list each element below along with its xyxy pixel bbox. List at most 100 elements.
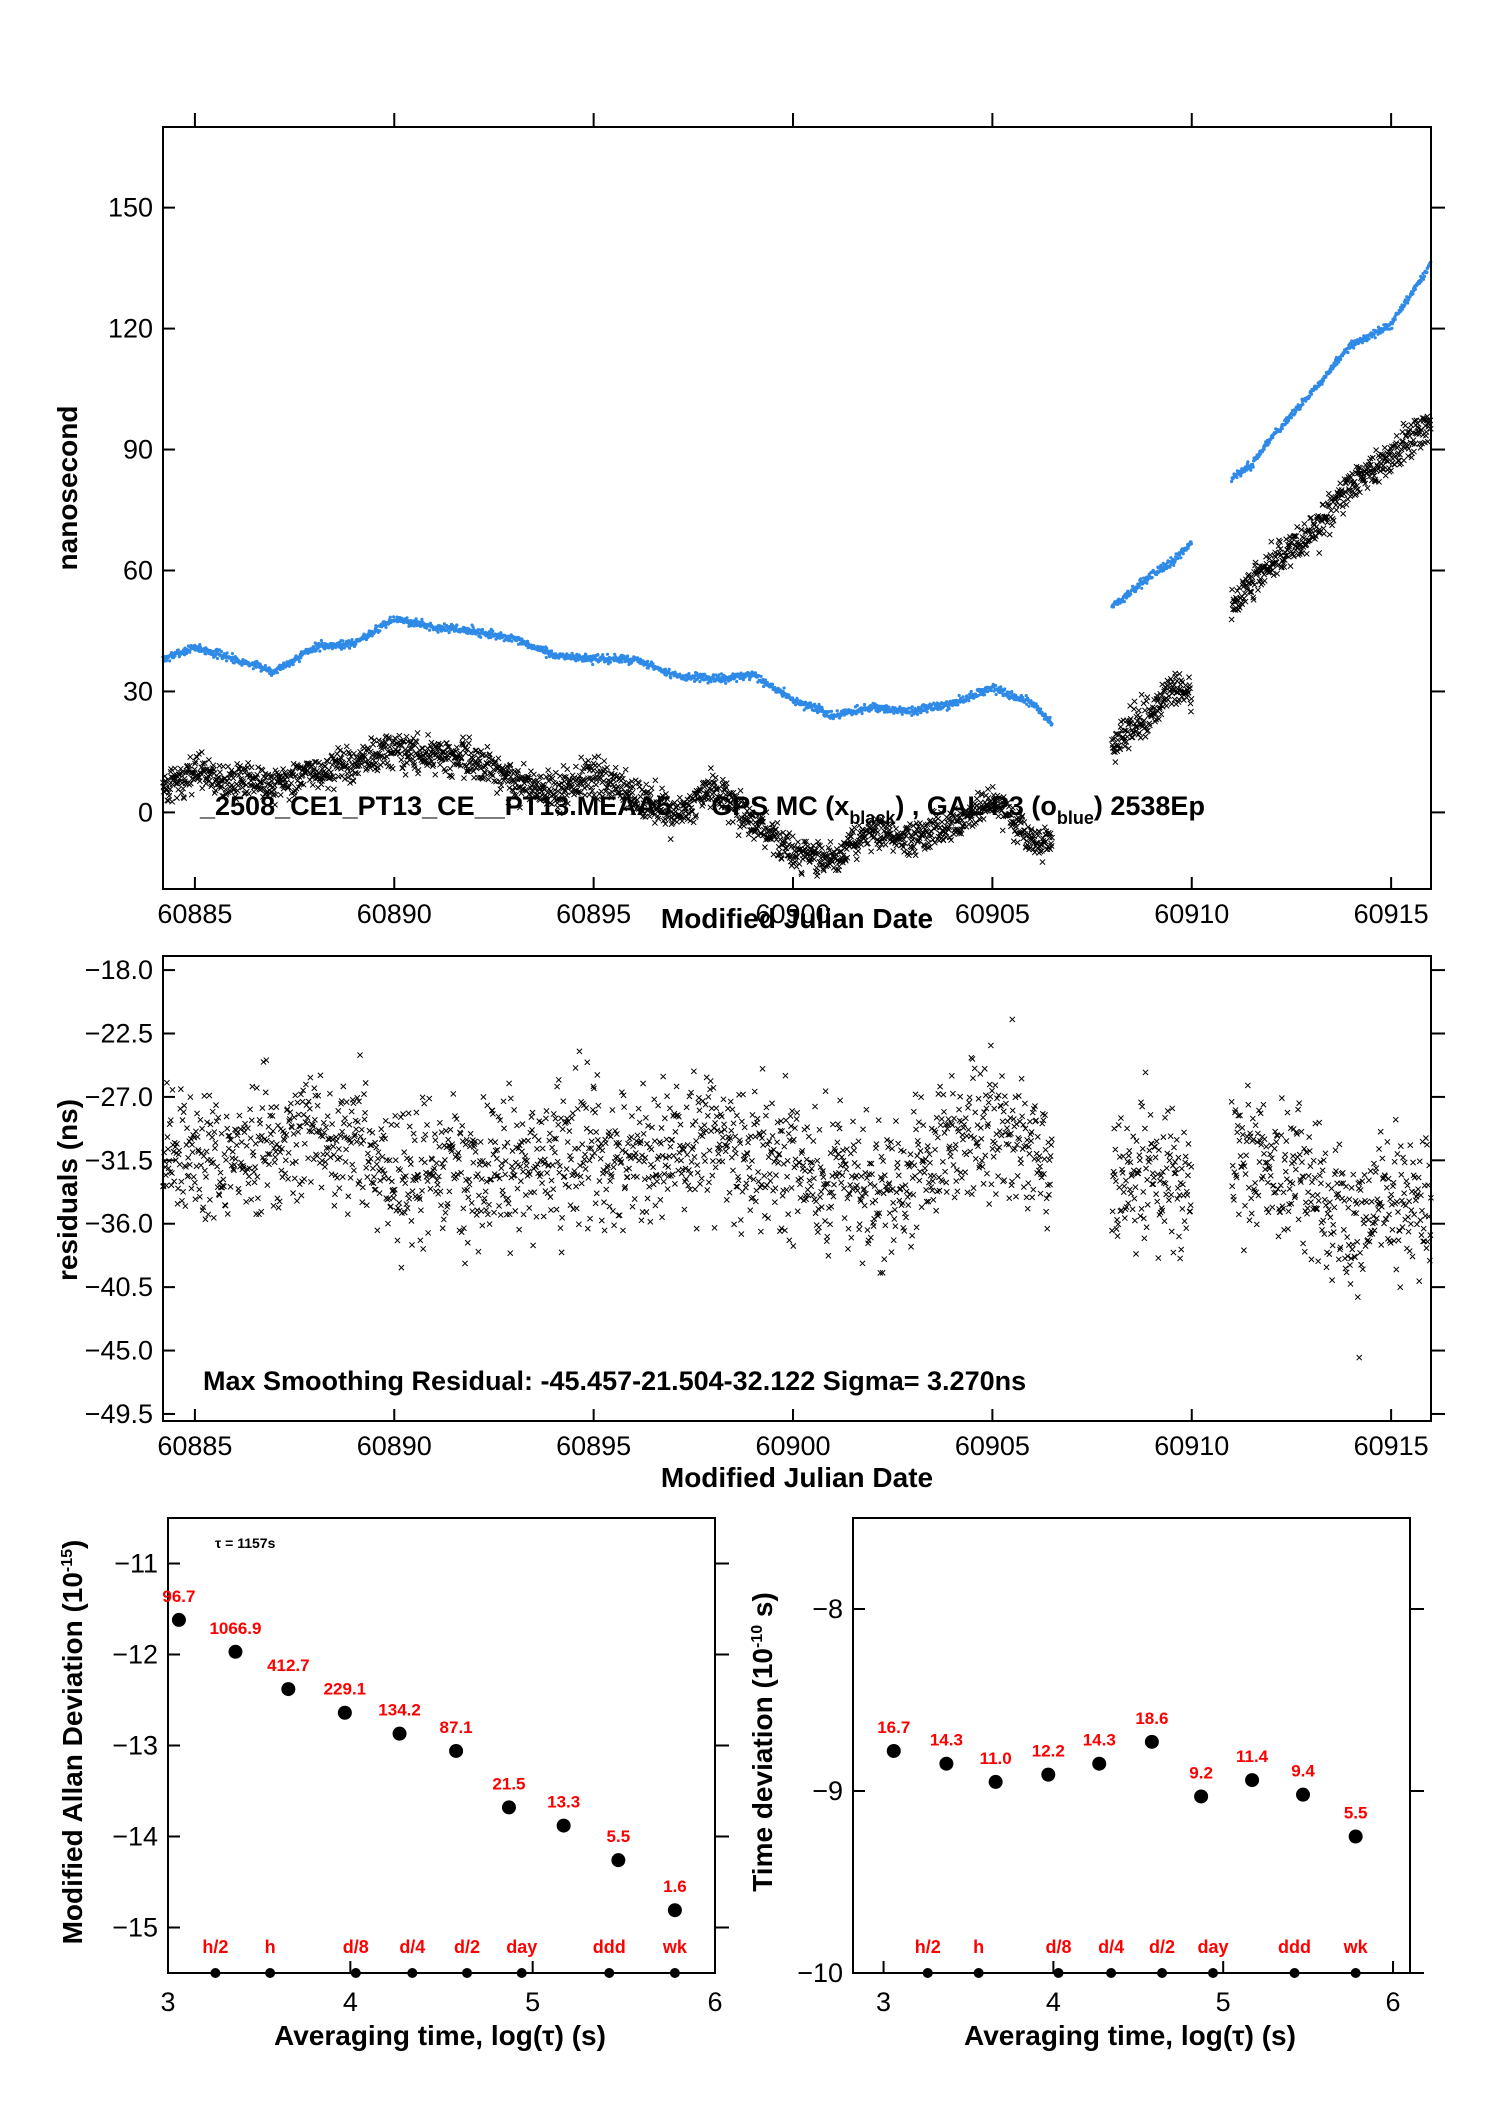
gps-point — [283, 779, 290, 786]
residual-point — [191, 1179, 198, 1186]
gal-point — [584, 653, 588, 657]
gps-point — [184, 762, 191, 769]
gps-point — [1234, 587, 1241, 594]
gal-point — [1411, 292, 1415, 296]
gal-point — [330, 647, 334, 651]
gps-point — [177, 765, 184, 772]
gal-point — [646, 659, 650, 663]
gps-point — [890, 848, 897, 854]
gal-point — [544, 655, 548, 660]
gal-point — [829, 709, 834, 713]
panel-residuals: 60885 60890 60895 60900 60905 60910 60915 −18.… — [52, 955, 1445, 1493]
gps-point — [235, 782, 242, 789]
gps-point — [188, 791, 195, 798]
gal-point — [541, 645, 545, 649]
gal-point — [427, 628, 432, 632]
gal-point — [1003, 687, 1007, 691]
gps-point — [212, 787, 219, 794]
gal-point — [636, 656, 640, 660]
gps-point — [259, 767, 266, 774]
gal-point — [613, 652, 617, 656]
residual-point — [179, 1197, 185, 1204]
gps-point — [572, 763, 579, 770]
y-tick-label: 120 — [108, 314, 153, 344]
gal-point — [455, 623, 459, 627]
gps-point — [712, 774, 719, 781]
gps-point — [1024, 841, 1031, 848]
gps-point — [585, 757, 592, 764]
gal-point — [719, 672, 724, 676]
gal-point — [219, 649, 223, 654]
gal-point — [1024, 694, 1028, 698]
gps-point — [344, 770, 351, 777]
residual-point — [189, 1149, 196, 1156]
gal-point — [1173, 559, 1177, 563]
gal-point — [934, 704, 938, 708]
gal-point — [254, 665, 258, 669]
residual-point — [164, 1134, 171, 1141]
gps-point — [234, 761, 241, 767]
gps-point — [619, 775, 626, 782]
gps-point — [813, 864, 820, 871]
gps-point — [882, 841, 889, 848]
gal-point — [1262, 447, 1266, 451]
gal-point — [1408, 295, 1412, 299]
y-tick-label: 90 — [123, 435, 153, 465]
gal-point — [471, 625, 475, 629]
gal-point — [1168, 563, 1172, 567]
residual-point — [180, 1188, 187, 1195]
gps-point — [216, 769, 223, 776]
gps-point — [1405, 445, 1412, 452]
gal-point — [447, 631, 451, 635]
gal-point — [1324, 375, 1328, 379]
gps-point — [402, 771, 409, 778]
gal-point — [314, 649, 318, 653]
gal-point — [1400, 307, 1405, 311]
gps-point — [795, 839, 801, 846]
y-tick-label: 30 — [123, 676, 153, 706]
gps-point — [1287, 563, 1294, 570]
gal-point — [524, 643, 528, 648]
gps-point — [1158, 711, 1165, 718]
gps-point — [1333, 507, 1340, 513]
gps-point — [796, 860, 803, 867]
gps-point — [227, 788, 234, 795]
gps-point — [207, 768, 214, 775]
gps-point — [855, 848, 862, 854]
residual-point — [176, 1147, 183, 1154]
gal-point — [1422, 274, 1427, 278]
gal-point — [956, 703, 960, 707]
gps-point — [1163, 702, 1170, 709]
gal-point — [961, 695, 965, 699]
residual-point — [179, 1117, 186, 1124]
gal-point — [339, 647, 344, 651]
gal-point — [1111, 605, 1115, 609]
gal-point — [1179, 556, 1183, 560]
gps-point — [1254, 587, 1261, 593]
gps-point — [564, 766, 571, 773]
gal-point — [589, 654, 593, 658]
gps-point — [601, 758, 608, 764]
gal-point — [967, 699, 971, 703]
gal-point — [925, 710, 929, 714]
gal-point — [838, 716, 842, 720]
gps-point — [173, 795, 180, 801]
gal-point — [481, 627, 485, 632]
gps-point — [203, 780, 210, 787]
gps-point — [484, 743, 491, 750]
gal-point — [281, 666, 285, 671]
gal-point — [204, 652, 208, 656]
gal-point — [1129, 592, 1133, 596]
gal-point — [549, 649, 554, 653]
gal-point — [1034, 702, 1038, 706]
gps-point — [180, 785, 187, 792]
gal-point — [1308, 394, 1312, 399]
gal-point — [354, 642, 358, 646]
gal-point — [378, 629, 382, 633]
gps-point — [530, 771, 537, 778]
residual-point — [180, 1109, 187, 1116]
gps-point — [195, 750, 202, 757]
gal-point — [188, 650, 192, 654]
gps-point — [223, 790, 230, 796]
gps-point — [612, 764, 619, 771]
